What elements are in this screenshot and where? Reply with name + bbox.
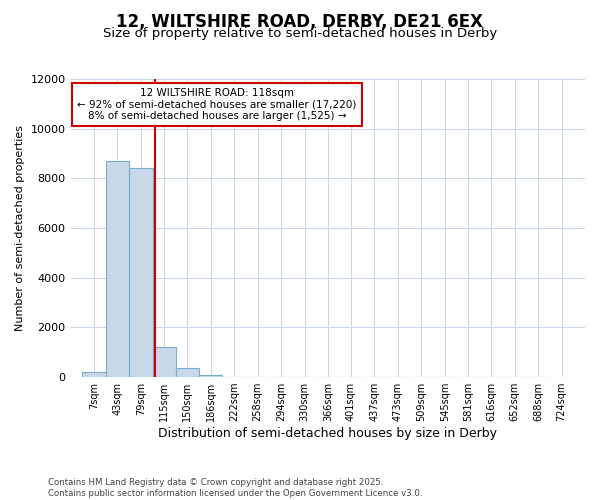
- Bar: [130, 168, 152, 377]
- Bar: [106, 161, 129, 377]
- Text: 12, WILTSHIRE ROAD, DERBY, DE21 6EX: 12, WILTSHIRE ROAD, DERBY, DE21 6EX: [116, 12, 484, 30]
- Y-axis label: Number of semi-detached properties: Number of semi-detached properties: [15, 125, 25, 331]
- Bar: [176, 368, 199, 377]
- Bar: [153, 348, 176, 377]
- X-axis label: Distribution of semi-detached houses by size in Derby: Distribution of semi-detached houses by …: [158, 427, 497, 440]
- Bar: [82, 372, 106, 377]
- Text: Size of property relative to semi-detached houses in Derby: Size of property relative to semi-detach…: [103, 28, 497, 40]
- Text: Contains HM Land Registry data © Crown copyright and database right 2025.
Contai: Contains HM Land Registry data © Crown c…: [48, 478, 422, 498]
- Text: 12 WILTSHIRE ROAD: 118sqm
← 92% of semi-detached houses are smaller (17,220)
8% : 12 WILTSHIRE ROAD: 118sqm ← 92% of semi-…: [77, 88, 357, 121]
- Bar: [199, 374, 223, 377]
